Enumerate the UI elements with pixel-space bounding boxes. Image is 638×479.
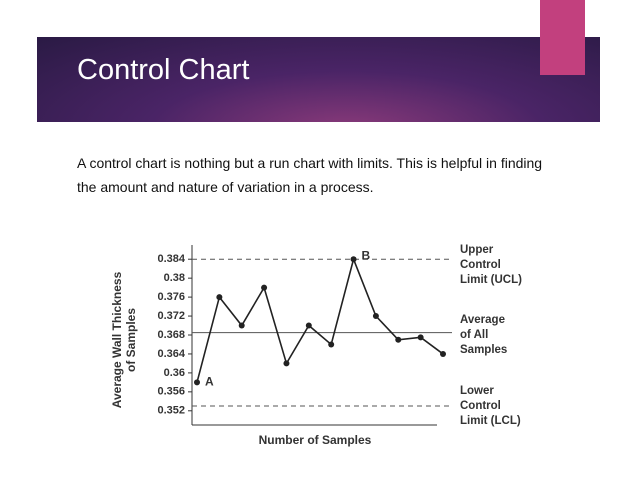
- y-tick-label: 0.384: [157, 253, 185, 265]
- x-axis-label: Number of Samples: [259, 433, 372, 447]
- limit-label: Limit (LCL): [460, 415, 521, 427]
- y-tick-label: 0.364: [157, 348, 185, 360]
- slide-title: Control Chart: [77, 54, 250, 86]
- y-tick-label: 0.352: [157, 405, 185, 417]
- limit-label: Lower: [460, 385, 494, 397]
- point-annotation: A: [205, 375, 214, 389]
- data-point: [194, 379, 200, 386]
- y-tick-label: 0.376: [157, 291, 185, 303]
- y-tick-label: 0.372: [157, 310, 185, 322]
- limit-label: Control: [460, 259, 501, 271]
- body-text: A control chart is nothing but a run cha…: [77, 155, 543, 171]
- data-point: [305, 322, 312, 329]
- data-point: [350, 256, 357, 263]
- header-band: [37, 37, 600, 122]
- data-point: [395, 336, 402, 343]
- limit-label: of All: [460, 329, 488, 341]
- limit-label: Upper: [460, 244, 494, 256]
- data-point: [328, 341, 335, 348]
- data-point: [417, 334, 424, 341]
- body-text: the amount and nature of variation in a …: [77, 179, 374, 195]
- data-point: [238, 322, 245, 329]
- limit-label: Limit (UCL): [460, 274, 522, 286]
- y-tick-label: 0.368: [157, 329, 185, 341]
- y-tick-label: 0.38: [164, 272, 185, 284]
- data-point: [283, 360, 290, 367]
- y-axis-label: of Samples: [124, 308, 138, 372]
- accent-bar: [540, 0, 585, 75]
- data-point: [261, 284, 268, 291]
- y-tick-label: 0.356: [157, 386, 185, 398]
- data-line: [196, 256, 444, 383]
- limit-label: Samples: [460, 344, 507, 356]
- y-axis-label: Average Wall Thickness: [110, 271, 124, 408]
- data-point: [372, 313, 379, 320]
- limit-label: Average: [460, 314, 505, 326]
- data-point: [216, 294, 223, 301]
- limit-label: Control: [460, 400, 501, 412]
- y-tick-label: 0.36: [164, 367, 185, 379]
- point-annotation: B: [362, 248, 371, 262]
- data-point: [440, 350, 446, 357]
